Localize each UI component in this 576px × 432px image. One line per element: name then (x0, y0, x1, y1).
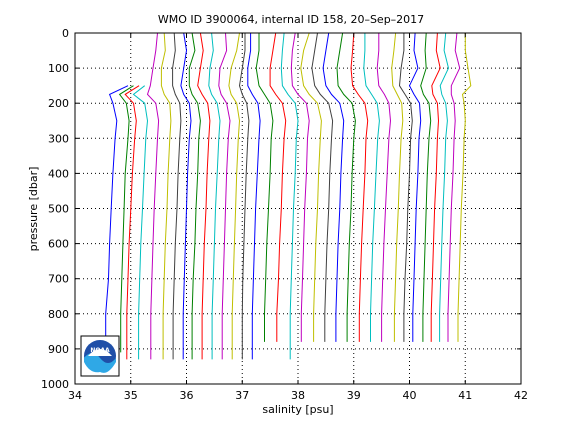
profile-line-8 (180, 32, 192, 360)
x-tick-label: 38 (291, 389, 305, 402)
profile-line-32 (439, 32, 450, 342)
profile-line-23 (336, 32, 356, 342)
profile-line-6 (160, 32, 172, 360)
x-tick-label: 34 (68, 389, 82, 402)
profile-line-28 (398, 33, 413, 342)
profile-line-15 (247, 33, 261, 360)
logo-text: NOAA (90, 347, 110, 354)
x-tick-label: 40 (403, 389, 417, 402)
logo-bird (88, 349, 112, 356)
x-tick-label: 36 (180, 389, 194, 402)
profile-lines (105, 32, 472, 360)
profile-line-33 (447, 32, 461, 342)
profile-line-34 (457, 33, 472, 342)
profile-line-9 (188, 32, 201, 360)
y-tick-label: 100 (48, 62, 69, 75)
x-tick-label: 42 (514, 389, 528, 402)
y-tick-label: 1000 (41, 378, 69, 391)
profile-line-3 (124, 85, 140, 360)
chart-title: WMO ID 3900064, internal ID 158, 20–Sep–… (158, 13, 424, 26)
profile-line-7 (172, 32, 182, 360)
axis-ticks: 34 35 36 37 38 39 40 41 42 0 100 200 300 400 500 600 700… (41, 27, 528, 402)
profile-line-16 (255, 33, 274, 342)
y-tick-label: 0 (62, 27, 69, 40)
x-tick-label: 39 (347, 389, 361, 402)
profile-line-14 (238, 33, 250, 360)
noaa-logo: NOAA (80, 335, 120, 377)
profile-line-10 (197, 32, 211, 360)
x-tick-label: 41 (458, 389, 472, 402)
profile-line-24 (350, 32, 369, 342)
profile-line-18 (280, 32, 299, 360)
profile-line-17 (269, 32, 287, 342)
profile-line-26 (376, 33, 392, 342)
y-tick-label: 400 (48, 167, 69, 180)
profile-line-29 (408, 32, 422, 342)
profile-line-2 (118, 85, 134, 353)
profile-line-27 (391, 32, 404, 342)
y-tick-label: 900 (48, 343, 69, 356)
profile-line-5 (146, 32, 160, 360)
profile-line-1 (105, 85, 129, 349)
y-tick-label: 700 (48, 273, 69, 286)
logo-wave (84, 353, 116, 373)
profile-line-19 (290, 32, 310, 342)
profile-line-30 (420, 32, 432, 342)
profile-line-12 (218, 32, 231, 360)
profile-line-20 (300, 32, 322, 342)
y-axis-label: pressure [dbar] (27, 167, 40, 252)
x-tick-label: 35 (124, 389, 138, 402)
profile-line-25 (363, 33, 380, 342)
profile-line-13 (228, 32, 241, 360)
profile-line-11 (208, 32, 221, 360)
profile-line-22 (322, 32, 345, 342)
y-tick-label: 600 (48, 238, 69, 251)
y-tick-label: 500 (48, 203, 69, 216)
profile-line-21 (311, 32, 334, 342)
y-tick-label: 800 (48, 308, 69, 321)
y-tick-label: 300 (48, 132, 69, 145)
x-tick-label: 37 (235, 389, 249, 402)
profile-line-4 (132, 85, 149, 360)
x-axis-label: salinity [psu] (262, 403, 333, 416)
profile-line-31 (430, 32, 441, 342)
y-tick-label: 200 (48, 97, 69, 110)
